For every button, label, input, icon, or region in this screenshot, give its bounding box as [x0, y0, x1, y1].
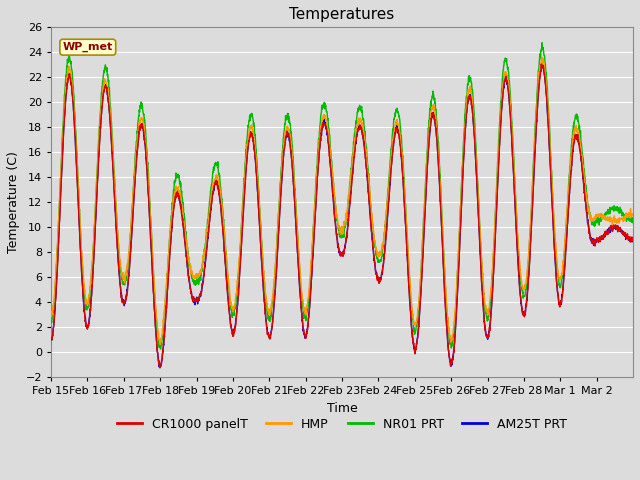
CR1000 panelT [551, 250, 559, 255]
HMP [551, 228, 559, 233]
NR01 PRT [538, 40, 546, 46]
Title: Temperatures: Temperatures [289, 7, 395, 22]
AM25T PRT [47, 338, 55, 344]
Legend: CR1000 panelT, HMP, NR01 PRT, AM25T PRT: CR1000 panelT, HMP, NR01 PRT, AM25T PRT [111, 413, 572, 436]
AM25T PRT [539, 62, 547, 68]
NR01 PRT [629, 216, 637, 222]
X-axis label: Time: Time [326, 402, 357, 415]
HMP [518, 278, 525, 284]
Line: AM25T PRT: AM25T PRT [51, 65, 633, 368]
CR1000 panelT [47, 335, 55, 340]
NR01 PRT [47, 318, 55, 324]
CR1000 panelT [231, 324, 239, 330]
Text: WP_met: WP_met [63, 42, 113, 52]
HMP [156, 342, 164, 348]
HMP [539, 55, 547, 60]
AM25T PRT [231, 324, 239, 330]
HMP [106, 99, 113, 105]
CR1000 panelT [538, 61, 545, 67]
CR1000 panelT [106, 107, 113, 112]
AM25T PRT [378, 274, 385, 279]
CR1000 panelT [378, 274, 385, 279]
NR01 PRT [231, 306, 239, 312]
AM25T PRT [156, 365, 164, 371]
CR1000 panelT [621, 232, 629, 238]
NR01 PRT [378, 258, 385, 264]
CR1000 panelT [629, 234, 637, 240]
Line: HMP: HMP [51, 58, 633, 345]
Y-axis label: Temperature (C): Temperature (C) [7, 151, 20, 253]
HMP [231, 302, 239, 308]
HMP [629, 211, 637, 217]
AM25T PRT [621, 232, 629, 238]
NR01 PRT [621, 214, 629, 219]
Line: NR01 PRT: NR01 PRT [51, 43, 633, 349]
HMP [621, 215, 629, 221]
NR01 PRT [551, 232, 559, 238]
CR1000 panelT [518, 303, 525, 309]
AM25T PRT [106, 107, 113, 113]
HMP [378, 252, 385, 258]
AM25T PRT [551, 248, 559, 254]
Line: CR1000 panelT: CR1000 panelT [51, 64, 633, 367]
AM25T PRT [518, 304, 525, 310]
NR01 PRT [157, 346, 164, 352]
NR01 PRT [106, 87, 113, 93]
HMP [47, 313, 55, 319]
NR01 PRT [518, 287, 525, 292]
CR1000 panelT [156, 364, 164, 370]
AM25T PRT [629, 237, 637, 242]
